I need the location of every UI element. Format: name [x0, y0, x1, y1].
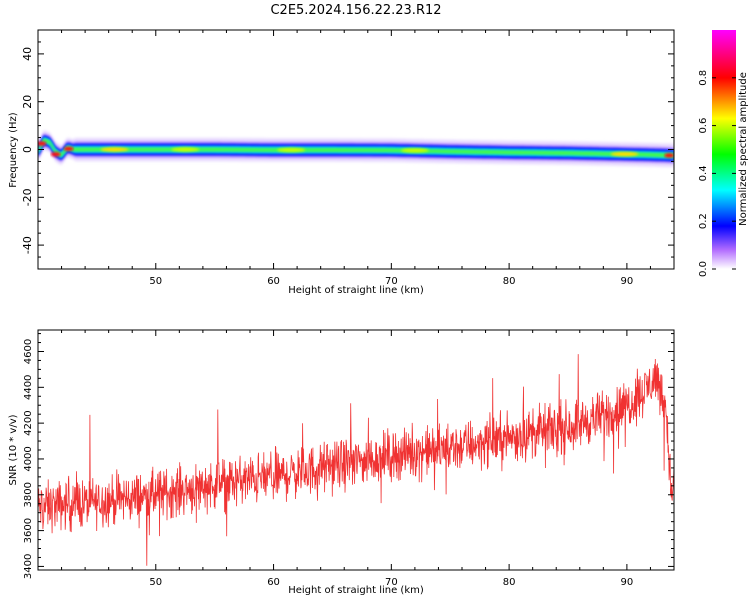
- x-tick-label: 60: [267, 577, 280, 588]
- y-tick-label: -20: [21, 188, 34, 206]
- snr-series-line: [38, 354, 674, 566]
- colorbar-tick-label: 0.4: [698, 165, 709, 181]
- y-tick-label: 20: [21, 95, 34, 109]
- colorbar-tick-label: 0.8: [698, 70, 709, 86]
- spectrogram-xlabel: Height of straight line (km): [288, 285, 424, 296]
- snr-ylabel: SNR (10 * v/v): [8, 414, 19, 485]
- snr-xlabel: Height of straight line (km): [288, 585, 424, 596]
- x-tick-label: 80: [503, 577, 516, 588]
- y-tick-label: 4200: [23, 410, 34, 435]
- heatmap-hotspot: [63, 146, 74, 151]
- x-tick-label: 80: [503, 276, 516, 287]
- heatmap-hotspot: [100, 147, 129, 152]
- heatmap-hotspot: [610, 151, 639, 157]
- x-tick-label: 90: [621, 577, 634, 588]
- y-tick-label: 4400: [23, 375, 34, 400]
- y-tick-label: 40: [21, 47, 34, 61]
- colorbar: 0.0 0.2 0.4 0.6 0.8 Normalized spectral ampl…: [698, 30, 749, 277]
- y-tick-label: 3800: [23, 482, 34, 507]
- heatmap-hotspot: [171, 147, 200, 152]
- y-tick-label: 3600: [23, 518, 34, 543]
- heatmap-hotspot: [664, 153, 674, 158]
- heatmap-hotspot: [277, 147, 306, 153]
- heatmap-hotspot: [38, 141, 47, 146]
- y-tick-label: 4000: [23, 446, 34, 471]
- x-tick-label: 70: [385, 276, 398, 287]
- colorbar-gradient: [712, 30, 736, 269]
- x-tick-label: 50: [149, 577, 162, 588]
- x-tick-label: 60: [267, 276, 280, 287]
- x-tick-label: 50: [149, 276, 162, 287]
- figure-title: C2E5.2024.156.22.23.R12: [270, 3, 441, 18]
- spectrogram-heatmap: [38, 130, 674, 168]
- snr-panel: 50 60 70 80 90 3400 3600 3800 4000 4200 4400 4600 H…: [8, 329, 675, 596]
- colorbar-tick-label: 0.6: [698, 118, 709, 134]
- heatmap-hotspot: [50, 152, 61, 157]
- x-tick-label: 70: [385, 577, 398, 588]
- x-tick-label: 90: [621, 276, 634, 287]
- heatmap-hotspot: [400, 148, 429, 153]
- spectrogram-ticks: 50 60 70 80 90 -40 -20 0 20 40: [21, 30, 675, 287]
- heatmap-band-6: [38, 139, 674, 157]
- y-tick-label: 0: [21, 146, 34, 153]
- colorbar-tick-label: 0.2: [698, 213, 709, 229]
- y-tick-label: 3400: [23, 554, 34, 579]
- colorbar-ticks: 0.0 0.2 0.4 0.6 0.8: [698, 70, 736, 277]
- colorbar-tick-label: 0.0: [698, 261, 709, 277]
- y-tick-label: -40: [21, 236, 34, 254]
- spectrogram-ylabel: Frequency (Hz): [8, 112, 19, 188]
- y-tick-label: 4600: [23, 339, 34, 364]
- snr-ticks: 50 60 70 80 90 3400 3600 3800 4000 4200 4400 4600: [23, 330, 675, 588]
- colorbar-label: Normalized spectral amplitude: [738, 72, 749, 226]
- spectrogram-panel: 50 60 70 80 90 -40 -20 0 20 40 Height of straight…: [8, 29, 675, 296]
